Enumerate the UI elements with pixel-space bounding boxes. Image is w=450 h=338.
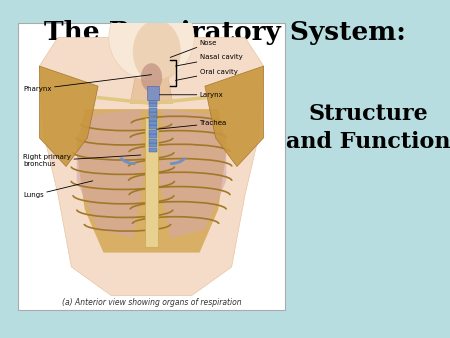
Bar bbox=[149, 148, 157, 151]
Bar bbox=[149, 134, 157, 138]
Bar bbox=[147, 86, 159, 100]
Bar bbox=[149, 143, 157, 147]
Text: Larynx: Larynx bbox=[159, 92, 223, 98]
Text: Nose: Nose bbox=[170, 40, 217, 57]
Polygon shape bbox=[77, 109, 144, 238]
Bar bbox=[149, 99, 157, 103]
Bar bbox=[149, 103, 157, 107]
Polygon shape bbox=[159, 109, 226, 238]
Bar bbox=[149, 117, 157, 121]
Text: Right primary
bronchus: Right primary bronchus bbox=[23, 154, 141, 167]
Polygon shape bbox=[39, 66, 98, 167]
Polygon shape bbox=[130, 75, 173, 103]
Text: Lungs: Lungs bbox=[23, 181, 93, 198]
Ellipse shape bbox=[141, 63, 162, 92]
Polygon shape bbox=[205, 66, 264, 167]
Bar bbox=[149, 130, 157, 134]
Text: Pharynx: Pharynx bbox=[23, 75, 152, 92]
Bar bbox=[149, 125, 157, 129]
Ellipse shape bbox=[109, 0, 194, 80]
Polygon shape bbox=[39, 38, 264, 296]
Bar bbox=[149, 139, 157, 143]
Text: Oral cavity: Oral cavity bbox=[176, 69, 238, 80]
Bar bbox=[149, 121, 157, 125]
Text: The Respiratory System:: The Respiratory System: bbox=[44, 20, 406, 45]
Text: Structure
and Function: Structure and Function bbox=[286, 103, 450, 152]
Bar bbox=[18, 23, 285, 310]
Text: (a) Anterior view showing organs of respiration: (a) Anterior view showing organs of resp… bbox=[62, 298, 241, 307]
Bar bbox=[149, 107, 157, 112]
Polygon shape bbox=[77, 109, 226, 252]
Bar bbox=[145, 118, 158, 247]
Text: Nasal cavity: Nasal cavity bbox=[176, 54, 242, 66]
Text: Trachea: Trachea bbox=[157, 120, 227, 129]
Bar bbox=[149, 112, 157, 116]
Ellipse shape bbox=[133, 20, 181, 83]
